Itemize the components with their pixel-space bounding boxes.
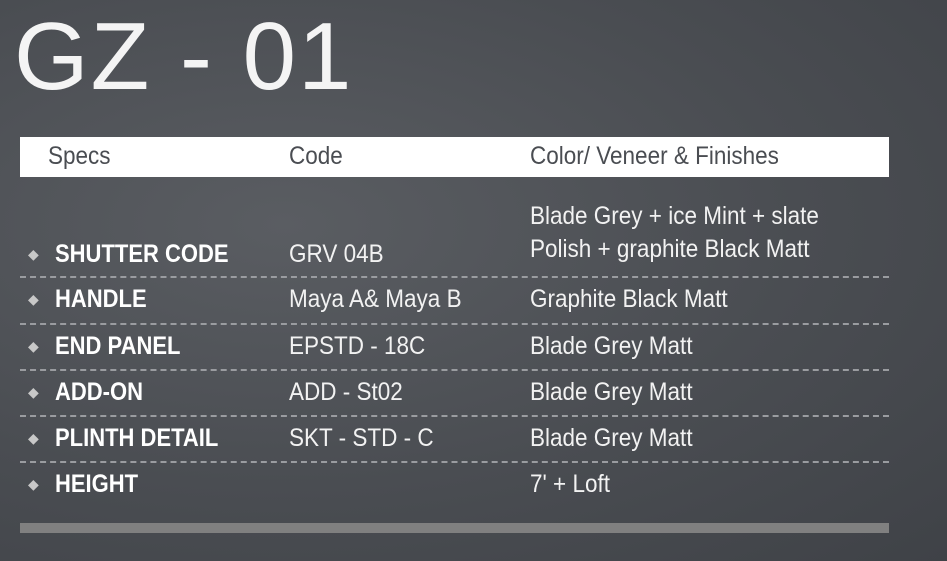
code-value: EPSTD - 18C [289, 332, 426, 360]
diamond-bullet-icon: ◆ [28, 476, 39, 492]
spec-label: HANDLE [55, 285, 147, 313]
color-value-line1: Blade Grey + ice Mint + slate [530, 202, 819, 230]
spec-label: ADD-ON [55, 378, 143, 406]
diamond-bullet-icon: ◆ [28, 338, 39, 354]
table-header: Specs Code Color/ Veneer & Finishes [20, 137, 889, 177]
diamond-bullet-icon: ◆ [28, 291, 39, 307]
diamond-bullet-icon: ◆ [28, 384, 39, 400]
header-code: Code [289, 142, 343, 170]
spec-label: END PANEL [55, 332, 181, 360]
color-value: 7' + Loft [530, 470, 610, 498]
header-color: Color/ Veneer & Finishes [530, 142, 779, 170]
row-divider [20, 369, 889, 371]
color-value: Blade Grey Matt [530, 424, 693, 452]
header-specs: Specs [48, 142, 111, 170]
bottom-bar [20, 523, 889, 533]
color-value-line2: Polish + graphite Black Matt [530, 235, 810, 263]
code-value: GRV 04B [289, 240, 384, 268]
spec-label: PLINTH DETAIL [55, 424, 219, 452]
row-divider [20, 461, 889, 463]
color-value: Blade Grey Matt [530, 332, 693, 360]
color-value: Graphite Black Matt [530, 285, 728, 313]
code-value: Maya A& Maya B [289, 285, 462, 313]
diamond-bullet-icon: ◆ [28, 430, 39, 446]
code-value: SKT - STD - C [289, 424, 434, 452]
row-divider [20, 323, 889, 325]
row-divider [20, 276, 889, 278]
spec-label: SHUTTER CODE [55, 240, 229, 268]
spec-label: HEIGHT [55, 470, 139, 498]
color-value: Blade Grey Matt [530, 378, 693, 406]
row-divider [20, 415, 889, 417]
code-value: ADD - St02 [289, 378, 403, 406]
page-title: GZ - 01 [14, 3, 354, 110]
diamond-bullet-icon: ◆ [28, 246, 39, 262]
